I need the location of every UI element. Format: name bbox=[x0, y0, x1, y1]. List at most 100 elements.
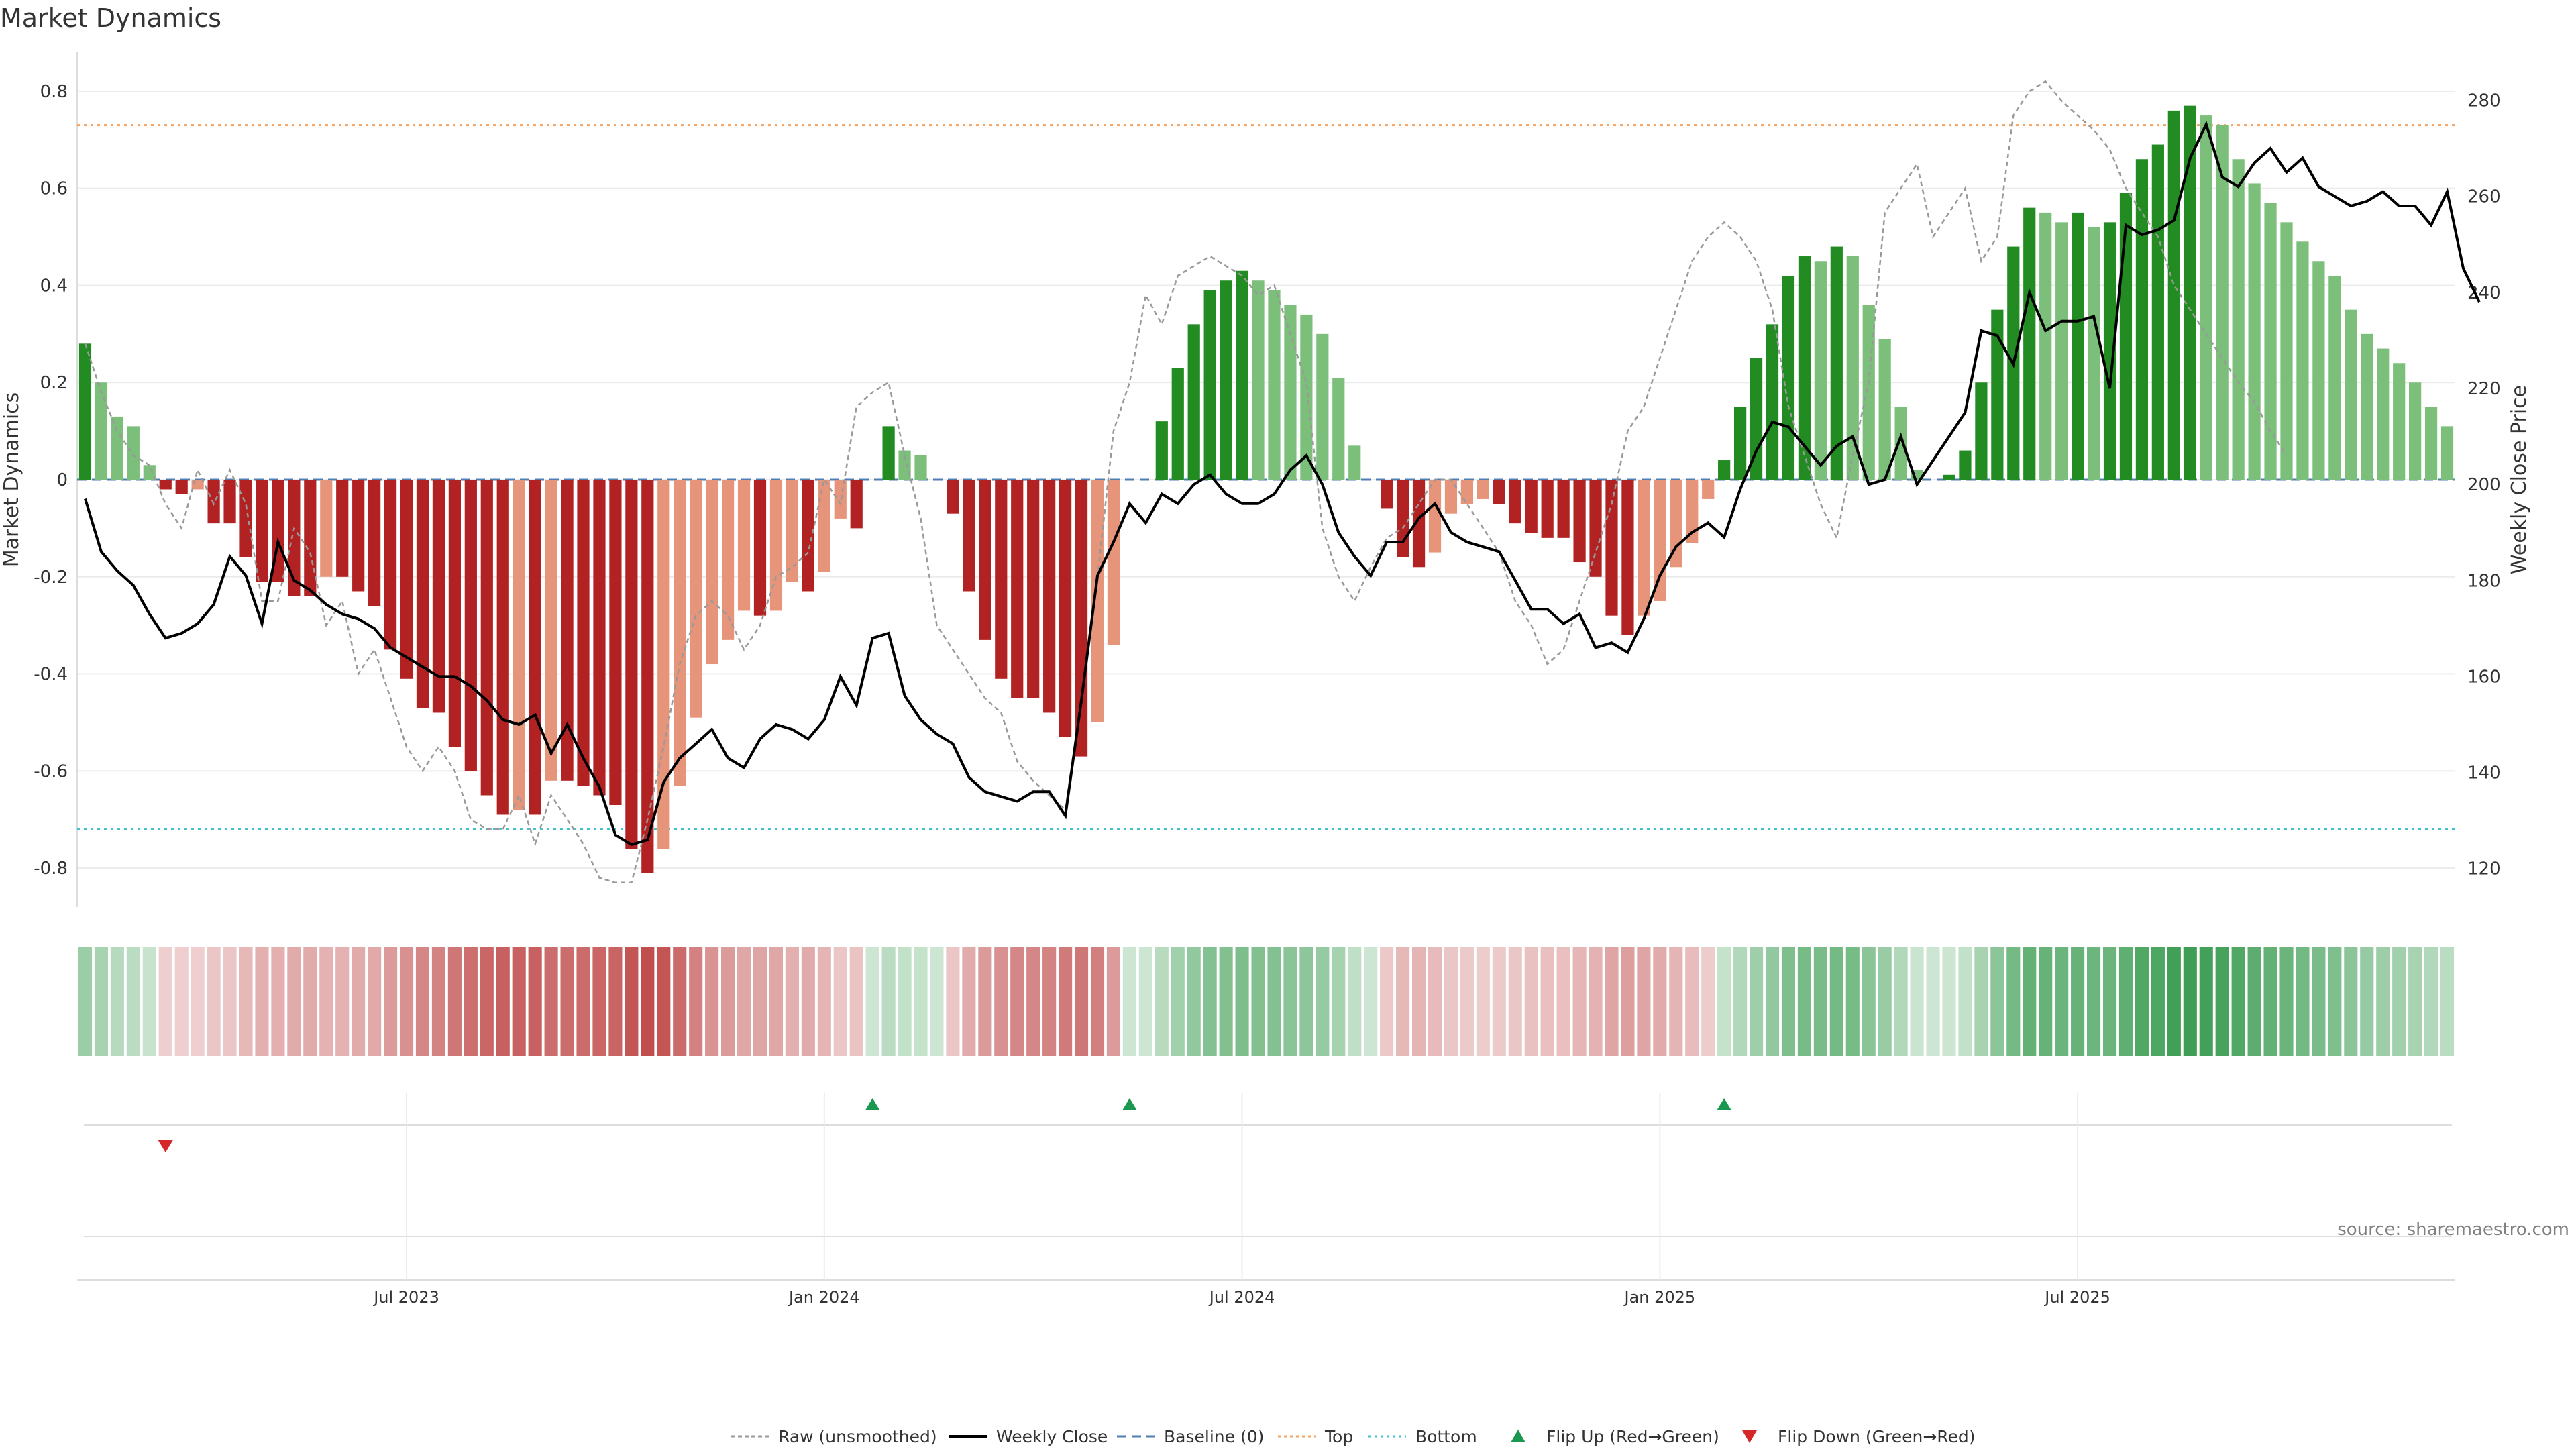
dynamics-bar bbox=[1557, 480, 1570, 538]
dynamics-bar bbox=[1428, 480, 1442, 553]
dynamics-bar bbox=[1493, 480, 1505, 504]
heat-cell bbox=[239, 947, 253, 1056]
close-line-layer bbox=[84, 120, 2481, 847]
heat-strip bbox=[78, 947, 2455, 1056]
dynamics-bar bbox=[352, 480, 365, 592]
heat-cell bbox=[1845, 947, 1860, 1056]
dynamics-bar bbox=[207, 480, 220, 524]
legend-label: Flip Down (Green→Red) bbox=[1778, 1427, 1976, 1446]
dynamics-bar bbox=[1638, 480, 1650, 616]
legend-label: Bottom bbox=[1415, 1427, 1477, 1446]
dynamics-bar bbox=[947, 480, 959, 514]
x-tick-label: Jan 2024 bbox=[788, 1288, 860, 1307]
heat-cell bbox=[721, 947, 735, 1056]
dynamics-bar bbox=[2440, 426, 2454, 480]
dynamics-bar bbox=[1589, 480, 1602, 577]
heat-cell bbox=[78, 947, 93, 1056]
dynamics-bar bbox=[368, 480, 381, 606]
dynamics-bar bbox=[1573, 480, 1586, 563]
dynamics-bar bbox=[753, 480, 767, 616]
heat-cell bbox=[1540, 947, 1554, 1056]
heat-cell bbox=[1717, 947, 1731, 1056]
heat-cell bbox=[464, 947, 478, 1056]
y-left-tick-label: 0.4 bbox=[40, 276, 68, 296]
heat-cell bbox=[2199, 947, 2213, 1056]
heat-cell bbox=[1749, 947, 1764, 1056]
y-left-tick-label: 0 bbox=[56, 470, 68, 490]
heat-cell bbox=[2087, 947, 2101, 1056]
dynamics-bar bbox=[786, 480, 798, 582]
heat-cell bbox=[2118, 947, 2133, 1056]
flip-up-marker bbox=[1717, 1098, 1732, 1110]
heat-cell bbox=[576, 947, 590, 1056]
heat-cell bbox=[1589, 947, 1603, 1056]
heat-cell bbox=[255, 947, 269, 1056]
dynamics-bar bbox=[191, 480, 204, 490]
heat-cell bbox=[223, 947, 237, 1056]
dynamics-bar bbox=[2039, 212, 2052, 480]
dynamics-bar bbox=[690, 480, 702, 718]
heat-cell bbox=[1332, 947, 1346, 1056]
y-right-tick-label: 220 bbox=[2467, 379, 2501, 399]
heat-cell bbox=[1219, 947, 1233, 1056]
dynamics-bar bbox=[721, 480, 735, 640]
dynamics-bar bbox=[1991, 309, 2004, 480]
y-right-tick-label: 280 bbox=[2467, 91, 2501, 111]
heat-cell bbox=[1605, 947, 1619, 1056]
heat-cell bbox=[1059, 947, 1073, 1056]
heat-cell bbox=[1171, 947, 1185, 1056]
dynamics-bar bbox=[545, 480, 557, 781]
heat-cell bbox=[1508, 947, 1522, 1056]
dynamics-bar bbox=[2184, 105, 2196, 480]
heat-cell bbox=[769, 947, 784, 1056]
legend-item: Flip Down (Green→Red) bbox=[1742, 1427, 1976, 1446]
dynamics-bar bbox=[2312, 261, 2325, 480]
dynamics-bar bbox=[1236, 270, 1248, 480]
dynamics-bar bbox=[223, 480, 236, 524]
legend-label: Raw (unsmoothed) bbox=[778, 1427, 937, 1446]
dynamics-bar bbox=[320, 480, 333, 577]
dynamics-bar bbox=[2232, 159, 2245, 480]
heat-cell bbox=[1910, 947, 1924, 1056]
dynamics-bar bbox=[2248, 183, 2261, 480]
heat-cell bbox=[174, 947, 189, 1056]
x-tick-label: Jul 2025 bbox=[2043, 1288, 2110, 1307]
legend-label: Baseline (0) bbox=[1164, 1427, 1264, 1446]
dynamics-bar bbox=[513, 480, 525, 810]
dynamics-bar bbox=[1091, 480, 1104, 722]
heat-cell bbox=[415, 947, 430, 1056]
heat-cell bbox=[1042, 947, 1057, 1056]
heat-cell bbox=[833, 947, 847, 1056]
dynamics-bar bbox=[625, 480, 638, 849]
heat-cell bbox=[1572, 947, 1587, 1056]
heat-cell bbox=[2408, 947, 2422, 1056]
chart-title: Market Dynamics bbox=[0, 3, 221, 33]
y-left-tick-label: -0.8 bbox=[34, 859, 68, 879]
raw-unsmoothed-line bbox=[84, 80, 2288, 884]
dynamics-bar bbox=[1412, 480, 1426, 568]
heat-cell bbox=[2263, 947, 2277, 1056]
heat-cell bbox=[2279, 947, 2294, 1056]
dynamics-bar bbox=[609, 480, 622, 805]
dynamics-bar bbox=[2377, 348, 2390, 480]
dynamics-bar bbox=[2072, 212, 2084, 480]
heat-cell bbox=[1990, 947, 2004, 1056]
dynamics-bar bbox=[914, 455, 927, 480]
heat-cell bbox=[2151, 947, 2165, 1056]
heat-cell bbox=[2135, 947, 2149, 1056]
y-left-tick-label: -0.6 bbox=[34, 761, 68, 782]
dynamics-bar bbox=[1396, 480, 1409, 557]
heat-cell bbox=[158, 947, 172, 1056]
heat-cell bbox=[2312, 947, 2326, 1056]
heat-cell bbox=[914, 947, 928, 1056]
heat-cell bbox=[1621, 947, 1635, 1056]
heat-cell bbox=[1685, 947, 1699, 1056]
heat-cell bbox=[1283, 947, 1297, 1056]
dynamics-bar bbox=[1814, 261, 1827, 480]
dynamics-bar bbox=[1075, 480, 1088, 757]
dynamics-bar bbox=[657, 480, 670, 849]
heat-cell bbox=[641, 947, 655, 1056]
heat-cell bbox=[2440, 947, 2455, 1056]
legend-item: Bottom bbox=[1368, 1427, 1477, 1446]
dynamics-bar bbox=[1541, 480, 1554, 538]
